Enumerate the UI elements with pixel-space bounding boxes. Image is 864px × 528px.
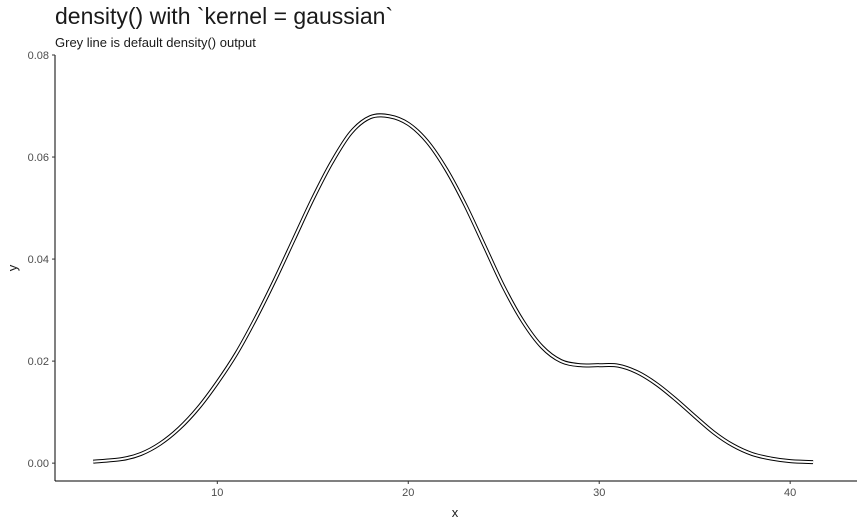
y-tick-label: 0.06 bbox=[28, 152, 49, 164]
chart-subtitle: Grey line is default density() output bbox=[55, 35, 256, 50]
density-line-outline bbox=[93, 113, 814, 465]
x-tick-label: 20 bbox=[402, 487, 414, 499]
x-tick-label: 10 bbox=[211, 487, 223, 499]
chart-title: density() with `kernel = gaussian` bbox=[55, 3, 394, 29]
y-axis: 0.00 0.02 0.04 0.06 0.08 bbox=[28, 50, 56, 481]
y-tick-label: 0.04 bbox=[28, 254, 49, 266]
y-axis-title: y bbox=[5, 264, 20, 271]
y-tick-label: 0.02 bbox=[28, 356, 49, 368]
plot-area bbox=[93, 113, 814, 465]
y-tick-label: 0.00 bbox=[28, 458, 49, 470]
x-tick-label: 30 bbox=[593, 487, 605, 499]
y-tick-label: 0.08 bbox=[28, 50, 49, 62]
x-tick-label: 40 bbox=[784, 487, 796, 499]
x-axis: 10 20 30 40 bbox=[55, 480, 857, 499]
x-axis-title: x bbox=[452, 505, 459, 520]
density-line bbox=[93, 114, 814, 464]
